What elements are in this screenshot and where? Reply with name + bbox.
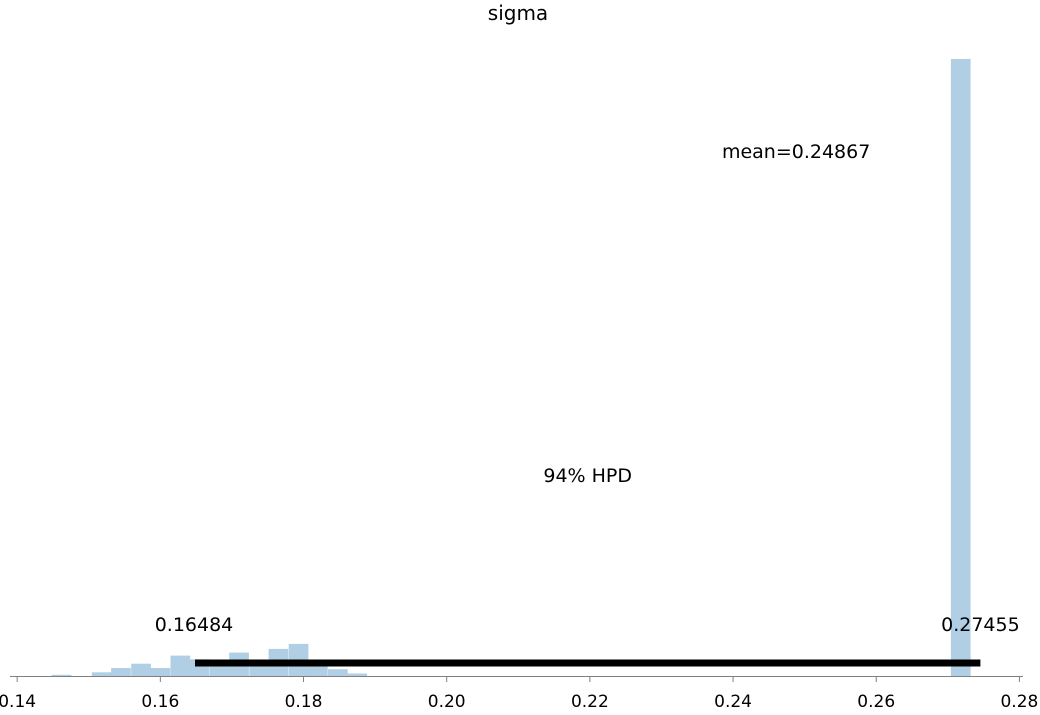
histogram-bar	[347, 673, 368, 676]
hpd-label: 94% HPD	[543, 465, 632, 487]
x-axis-ticks: 0.14 0.16 0.18 0.20 0.22 0.24 0.26 0.28	[0, 676, 1038, 712]
x-tick-label: 0.16	[141, 692, 179, 712]
x-tick-label: 0.22	[571, 692, 609, 712]
histogram-bar	[51, 674, 72, 676]
histogram-bar	[328, 669, 348, 676]
x-tick-label: 0.28	[1000, 692, 1038, 712]
x-tick-label: 0.26	[857, 692, 895, 712]
histogram-bars	[51, 59, 971, 676]
histogram-bar	[91, 672, 112, 676]
hpd-lower-bound-label: 0.16484	[155, 614, 234, 636]
histogram-bar	[131, 663, 151, 676]
x-tick-label: 0.18	[285, 692, 323, 712]
x-tick-label: 0.24	[714, 692, 752, 712]
histogram-bar	[111, 668, 131, 676]
histogram-bar	[950, 59, 971, 676]
x-tick-label: 0.14	[0, 692, 36, 712]
chart-title: sigma	[488, 1, 548, 25]
histogram-bar	[308, 665, 328, 676]
x-tick-label: 0.20	[428, 692, 466, 712]
mean-label: mean=0.24867	[722, 141, 870, 163]
histogram-bar	[170, 655, 191, 676]
hpd-upper-bound-label: 0.27455	[941, 614, 1020, 636]
histogram-bar	[150, 668, 171, 676]
